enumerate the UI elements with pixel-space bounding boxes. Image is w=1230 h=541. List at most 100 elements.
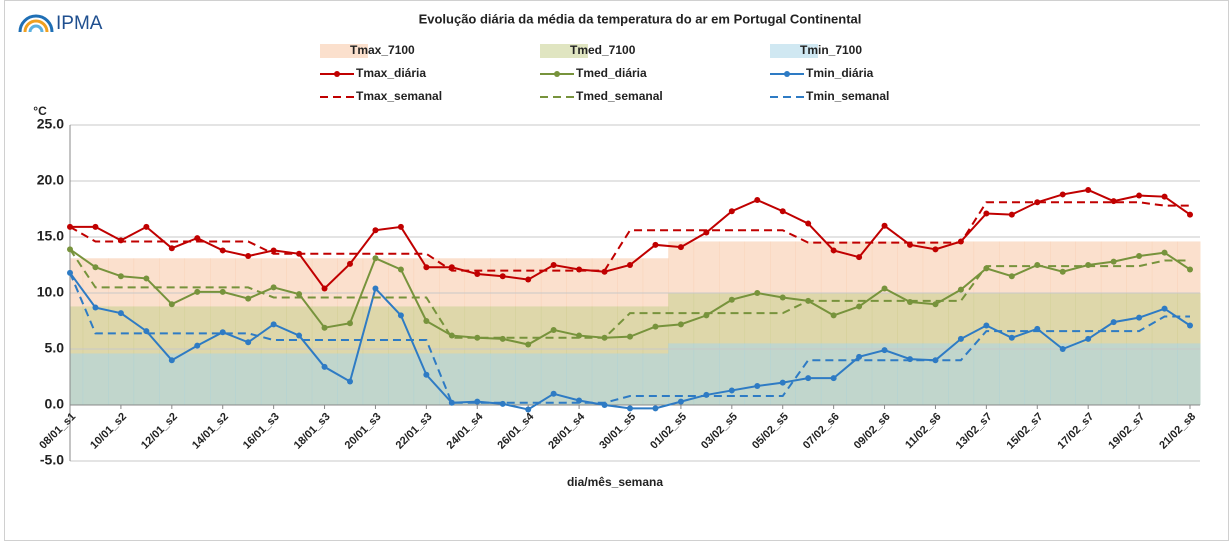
point — [728, 208, 735, 215]
x-tick-label: 11/02_s6 — [903, 411, 944, 452]
point — [1136, 314, 1143, 321]
x-tick-label: 18/01_s3 — [292, 411, 333, 452]
point — [270, 284, 277, 291]
point — [321, 363, 328, 370]
point — [143, 275, 150, 282]
point — [1059, 191, 1066, 198]
legend-swatch — [540, 44, 588, 58]
point — [1136, 253, 1143, 260]
x-axis-label: dia/mês_semana — [567, 475, 663, 489]
x-tick-label: 01/02_s5 — [648, 411, 689, 452]
band-segment — [846, 343, 873, 405]
band-segment — [362, 353, 389, 405]
point — [474, 398, 481, 405]
point — [983, 322, 990, 329]
point — [754, 290, 761, 296]
logo-arc — [18, 14, 54, 33]
x-tick-label: 22/01_s3 — [394, 411, 435, 452]
band-segment — [642, 353, 669, 405]
band-segment — [184, 353, 211, 405]
point — [677, 398, 684, 405]
point — [957, 286, 964, 293]
band-segment — [719, 343, 746, 405]
x-tick-label: 09/02_s6 — [852, 411, 893, 452]
y-tick-label: 0.0 — [45, 396, 65, 412]
band-segment — [820, 343, 847, 405]
point — [754, 197, 761, 204]
point — [117, 310, 124, 317]
point — [525, 276, 532, 283]
logo-arc — [23, 19, 49, 33]
chart-title: Evolução diária da média da temperatura … — [419, 11, 862, 26]
band-segment — [210, 353, 236, 405]
x-tick-label: 19/02_s7 — [1106, 411, 1147, 452]
band-segment — [1050, 343, 1076, 405]
point — [1008, 334, 1015, 341]
point — [92, 304, 99, 311]
band-segment — [566, 353, 593, 405]
band-segment — [1126, 343, 1153, 405]
point — [347, 320, 353, 327]
point — [932, 301, 939, 308]
point — [805, 375, 812, 382]
point — [779, 379, 786, 386]
legend-marker — [554, 71, 560, 77]
point — [92, 223, 99, 230]
point — [856, 254, 863, 261]
legend-swatch — [770, 44, 818, 58]
point — [219, 288, 226, 295]
x-tick-label: 05/02_s5 — [750, 411, 791, 452]
point — [677, 244, 684, 251]
point — [270, 247, 277, 254]
point — [270, 321, 277, 328]
point — [627, 405, 633, 412]
point — [296, 332, 303, 339]
point — [1136, 192, 1143, 199]
point — [1187, 211, 1193, 218]
x-tick-label: 17/02_s7 — [1055, 411, 1096, 452]
band-segment — [973, 343, 1000, 405]
point — [397, 266, 404, 273]
band-segment — [235, 353, 262, 405]
point — [550, 326, 557, 333]
band-segment — [744, 343, 771, 405]
point — [550, 262, 557, 268]
legend-label: Tmed_semanal — [576, 89, 663, 103]
point — [168, 357, 175, 364]
band-segment — [70, 353, 84, 405]
point — [1187, 322, 1193, 329]
legend-label: Tmax_diária — [356, 66, 426, 80]
point — [474, 334, 481, 341]
point — [245, 253, 252, 260]
band-segment — [82, 353, 109, 405]
point — [372, 285, 379, 292]
point — [652, 405, 659, 412]
band-segment — [795, 343, 822, 405]
band-segment — [617, 353, 644, 405]
point — [143, 223, 150, 230]
point — [1161, 305, 1168, 312]
band-segment — [668, 343, 695, 405]
point — [92, 264, 99, 271]
point — [830, 247, 837, 254]
band-segment — [1151, 343, 1178, 405]
band-segment — [464, 353, 491, 405]
x-tick-label: 30/01_s5 — [597, 411, 638, 452]
band-segment — [286, 353, 313, 405]
point — [347, 260, 353, 267]
point — [881, 222, 888, 229]
x-tick-label: 28/01_s4 — [546, 410, 588, 452]
point — [321, 285, 328, 292]
point — [1008, 273, 1015, 280]
point — [321, 324, 328, 331]
point — [779, 294, 786, 301]
point — [1187, 266, 1193, 273]
point — [677, 321, 684, 328]
point — [525, 341, 532, 348]
point — [1110, 319, 1117, 326]
point — [728, 387, 735, 394]
band-segment — [260, 353, 287, 405]
point — [372, 227, 379, 234]
x-tick-label: 24/01_s4 — [445, 410, 487, 452]
point — [1110, 258, 1117, 265]
